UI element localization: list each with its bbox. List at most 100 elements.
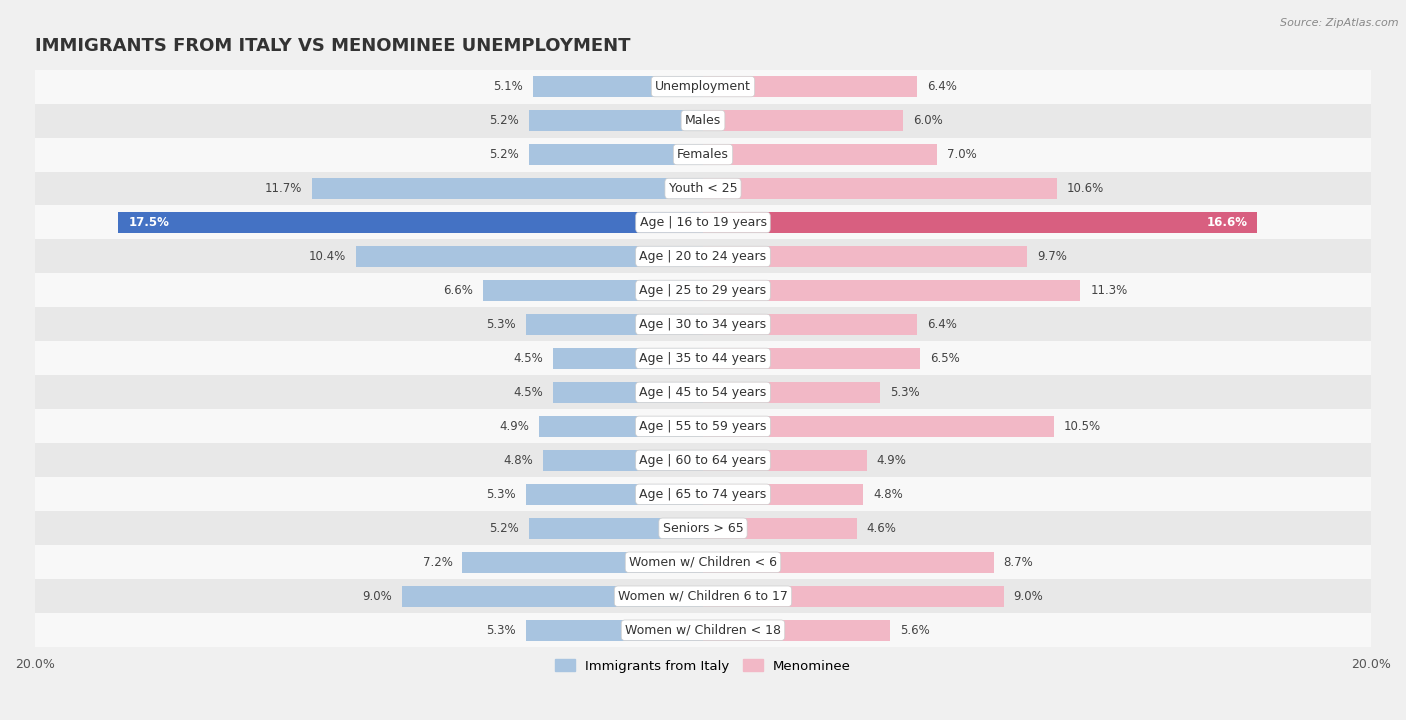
Text: Women w/ Children 6 to 17: Women w/ Children 6 to 17	[619, 590, 787, 603]
Bar	[703, 314, 917, 335]
Text: Age | 60 to 64 years: Age | 60 to 64 years	[640, 454, 766, 467]
Text: 8.7%: 8.7%	[1004, 556, 1033, 569]
Bar	[0, 613, 1406, 647]
Bar	[526, 314, 703, 335]
Text: Women w/ Children < 18: Women w/ Children < 18	[626, 624, 780, 636]
Bar	[312, 178, 703, 199]
Bar	[0, 444, 1406, 477]
Bar	[0, 70, 1406, 104]
Bar	[0, 171, 1406, 205]
Bar	[0, 410, 1406, 444]
Bar	[0, 341, 1406, 375]
Bar	[703, 382, 880, 403]
Bar	[0, 375, 1406, 410]
Bar	[703, 585, 1004, 607]
Bar	[0, 511, 1406, 545]
Text: Males: Males	[685, 114, 721, 127]
Text: Youth < 25: Youth < 25	[669, 182, 737, 195]
Text: 6.0%: 6.0%	[914, 114, 943, 127]
Text: 6.4%: 6.4%	[927, 80, 956, 93]
Bar	[529, 110, 703, 131]
Bar	[703, 416, 1053, 437]
Text: Source: ZipAtlas.com: Source: ZipAtlas.com	[1281, 18, 1399, 28]
Text: 5.3%: 5.3%	[890, 386, 920, 399]
Bar	[533, 76, 703, 97]
Text: 4.8%: 4.8%	[873, 488, 903, 501]
Text: 4.6%: 4.6%	[866, 522, 897, 535]
Text: Age | 30 to 34 years: Age | 30 to 34 years	[640, 318, 766, 331]
Bar	[0, 138, 1406, 171]
Bar	[0, 307, 1406, 341]
Bar	[553, 382, 703, 403]
Bar	[703, 144, 936, 165]
Text: 6.4%: 6.4%	[927, 318, 956, 331]
Text: Age | 16 to 19 years: Age | 16 to 19 years	[640, 216, 766, 229]
Text: 10.6%: 10.6%	[1067, 182, 1104, 195]
Text: Age | 25 to 29 years: Age | 25 to 29 years	[640, 284, 766, 297]
Bar	[0, 545, 1406, 580]
Text: 10.4%: 10.4%	[308, 250, 346, 263]
Text: 9.0%: 9.0%	[363, 590, 392, 603]
Text: Women w/ Children < 6: Women w/ Children < 6	[628, 556, 778, 569]
Bar	[402, 585, 703, 607]
Text: 4.5%: 4.5%	[513, 352, 543, 365]
Bar	[703, 110, 904, 131]
Bar	[543, 450, 703, 471]
Text: Age | 65 to 74 years: Age | 65 to 74 years	[640, 488, 766, 501]
Text: 6.6%: 6.6%	[443, 284, 472, 297]
Text: 11.7%: 11.7%	[264, 182, 302, 195]
Text: IMMIGRANTS FROM ITALY VS MENOMINEE UNEMPLOYMENT: IMMIGRANTS FROM ITALY VS MENOMINEE UNEMP…	[35, 37, 630, 55]
Bar	[0, 104, 1406, 138]
Text: 5.2%: 5.2%	[489, 114, 519, 127]
Text: 4.9%: 4.9%	[877, 454, 907, 467]
Bar	[703, 348, 920, 369]
Bar	[540, 416, 703, 437]
Text: Age | 35 to 44 years: Age | 35 to 44 years	[640, 352, 766, 365]
Text: 10.5%: 10.5%	[1064, 420, 1101, 433]
Text: 7.0%: 7.0%	[946, 148, 977, 161]
Bar	[703, 178, 1057, 199]
Text: 5.1%: 5.1%	[494, 80, 523, 93]
Bar	[703, 280, 1080, 301]
Bar	[703, 246, 1026, 267]
Text: 5.3%: 5.3%	[486, 488, 516, 501]
Text: 5.3%: 5.3%	[486, 318, 516, 331]
Bar	[703, 76, 917, 97]
Bar	[526, 484, 703, 505]
Bar	[356, 246, 703, 267]
Bar	[526, 620, 703, 641]
Legend: Immigrants from Italy, Menominee: Immigrants from Italy, Menominee	[550, 654, 856, 678]
Text: Age | 20 to 24 years: Age | 20 to 24 years	[640, 250, 766, 263]
Text: Females: Females	[678, 148, 728, 161]
Bar	[463, 552, 703, 573]
Bar	[553, 348, 703, 369]
Text: 5.2%: 5.2%	[489, 148, 519, 161]
Bar	[0, 477, 1406, 511]
Bar	[0, 205, 1406, 240]
Bar	[703, 212, 1257, 233]
Text: 7.2%: 7.2%	[423, 556, 453, 569]
Bar	[482, 280, 703, 301]
Bar	[118, 212, 703, 233]
Text: 17.5%: 17.5%	[128, 216, 169, 229]
Text: 5.3%: 5.3%	[486, 624, 516, 636]
Text: Age | 45 to 54 years: Age | 45 to 54 years	[640, 386, 766, 399]
Text: Unemployment: Unemployment	[655, 80, 751, 93]
Text: Age | 55 to 59 years: Age | 55 to 59 years	[640, 420, 766, 433]
Bar	[529, 518, 703, 539]
Text: 9.7%: 9.7%	[1038, 250, 1067, 263]
Bar	[703, 450, 866, 471]
Bar	[703, 552, 994, 573]
Text: 16.6%: 16.6%	[1206, 216, 1247, 229]
Bar	[703, 620, 890, 641]
Text: 4.9%: 4.9%	[499, 420, 529, 433]
Text: 11.3%: 11.3%	[1091, 284, 1128, 297]
Bar	[0, 240, 1406, 274]
Text: 9.0%: 9.0%	[1014, 590, 1043, 603]
Bar	[0, 580, 1406, 613]
Bar	[703, 518, 856, 539]
Bar	[0, 274, 1406, 307]
Text: 6.5%: 6.5%	[931, 352, 960, 365]
Text: 4.5%: 4.5%	[513, 386, 543, 399]
Text: 5.6%: 5.6%	[900, 624, 929, 636]
